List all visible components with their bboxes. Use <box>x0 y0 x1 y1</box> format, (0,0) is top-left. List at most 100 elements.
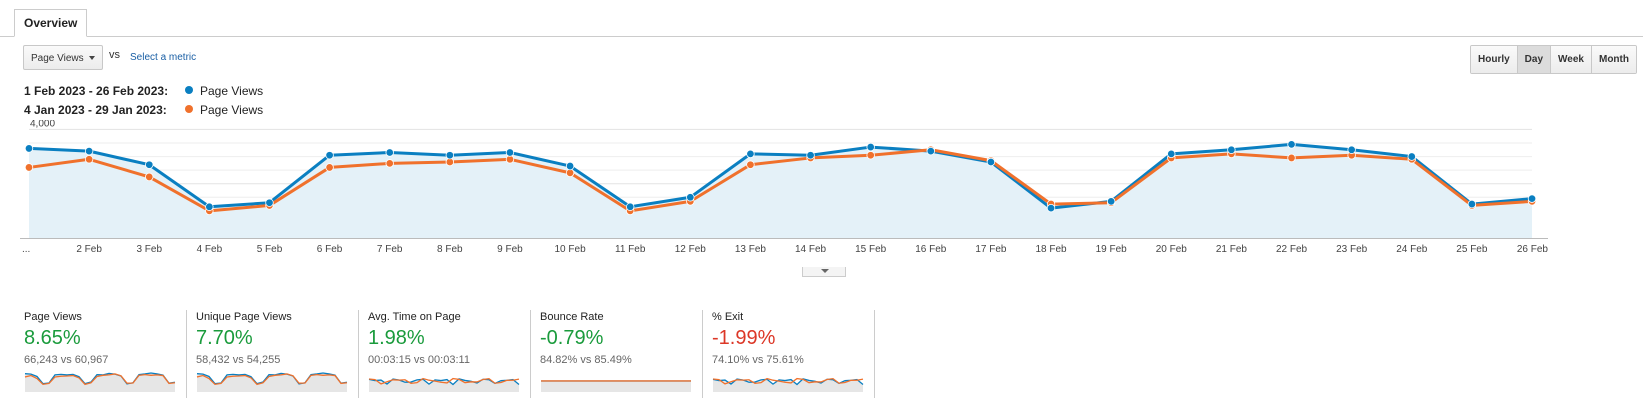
x-tick-label: 19 Feb <box>1096 244 1128 255</box>
x-tick-label: 15 Feb <box>855 244 887 255</box>
sparkline <box>24 372 176 392</box>
data-point-current <box>1347 145 1356 154</box>
granularity-week-button[interactable]: Week <box>1550 46 1591 73</box>
x-tick-label: 26 Feb <box>1517 244 1549 255</box>
data-point-current <box>1167 149 1176 159</box>
tab-bar: Overview <box>0 0 1643 37</box>
scorecard-change: 1.98% <box>368 327 425 349</box>
scorecard-change: -0.79% <box>540 327 604 349</box>
data-point-current <box>145 160 154 169</box>
scorecard-unique-page-views[interactable]: Unique Page Views 7.70% 58,432 vs 54,255 <box>187 310 359 398</box>
granularity-day-button[interactable]: Day <box>1516 46 1551 73</box>
data-point-current <box>565 161 575 171</box>
data-point-previous <box>145 172 154 182</box>
legend-dot-icon <box>185 105 193 113</box>
x-tick-label: 4 Feb <box>197 244 223 255</box>
data-point-current <box>626 202 635 211</box>
data-point-current <box>1407 152 1416 161</box>
scorecard-change: -1.99% <box>712 327 776 349</box>
legend-series-name: Page Views <box>200 103 264 117</box>
x-tick-label: 18 Feb <box>1035 244 1067 255</box>
x-tick-label: ... <box>22 244 30 255</box>
x-tick-label: 23 Feb <box>1336 244 1368 255</box>
data-point-previous <box>84 155 94 164</box>
data-point-previous <box>866 151 875 160</box>
scorecard-bounce-rate[interactable]: Bounce Rate -0.79% 84.82% vs 85.49% <box>531 310 703 398</box>
vs-label: vs <box>109 49 120 61</box>
primary-metric-label: Page Views <box>31 53 84 64</box>
data-point-current <box>385 148 394 157</box>
scorecard-title: Bounce Rate <box>540 311 604 323</box>
sparkline <box>712 377 864 392</box>
scorecard-page-views[interactable]: Page Views 8.65% 66,243 vs 60,967 <box>15 310 187 398</box>
x-tick-label: 6 Feb <box>317 244 343 255</box>
legend-date-range: 4 Jan 2023 - 29 Jan 2023: <box>24 103 167 117</box>
data-point-current <box>24 144 34 153</box>
tab-overview[interactable]: Overview <box>14 9 88 37</box>
x-tick-label: 22 Feb <box>1276 244 1308 255</box>
data-point-current <box>866 142 875 152</box>
x-tick-label: 5 Feb <box>257 244 283 255</box>
data-point-current <box>806 151 815 160</box>
data-point-current <box>1046 203 1056 213</box>
scorecard-title: Avg. Time on Page <box>368 311 461 323</box>
chart-collapse-handle[interactable] <box>802 267 846 277</box>
x-tick-label: 20 Feb <box>1156 244 1188 255</box>
legend-date-range: 1 Feb 2023 - 26 Feb 2023: <box>24 84 169 98</box>
x-tick-label: 24 Feb <box>1396 244 1428 255</box>
scorecard-row: Page Views 8.65% 66,243 vs 60,967 Unique… <box>15 310 875 398</box>
data-point-current <box>265 198 274 207</box>
chevron-down-icon <box>821 269 829 273</box>
data-point-current <box>1527 194 1537 203</box>
legend-series-name: Page Views <box>200 84 264 98</box>
scorecard-comparison: 00:03:15 vs 00:03:11 <box>368 354 470 366</box>
sparkline-area <box>369 378 519 392</box>
scorecard-comparison: 66,243 vs 60,967 <box>24 354 109 366</box>
sparkline-previous <box>24 373 176 386</box>
data-point-previous <box>1287 153 1296 163</box>
granularity-month-button[interactable]: Month <box>1590 46 1636 73</box>
data-point-current <box>1227 145 1236 154</box>
scorecard-exit-rate[interactable]: % Exit -1.99% 74.10% vs 75.61% <box>703 310 875 398</box>
sparkline-previous <box>368 377 520 385</box>
data-point-current <box>445 151 455 160</box>
x-tick-label: 14 Feb <box>795 244 827 255</box>
data-point-current <box>926 146 935 156</box>
data-point-previous <box>385 159 394 168</box>
x-tick-label: 11 Feb <box>615 244 646 255</box>
data-point-current <box>205 202 214 211</box>
sparkline-area <box>541 381 691 392</box>
x-tick-label: 7 Feb <box>377 244 403 255</box>
primary-metric-dropdown[interactable]: Page Views <box>23 45 103 70</box>
data-point-current <box>505 148 515 157</box>
data-point-previous <box>24 163 34 172</box>
sparkline <box>368 377 520 392</box>
x-tick-label: 17 Feb <box>975 244 1007 255</box>
scorecard-title: % Exit <box>712 311 744 323</box>
sparkline-previous <box>712 377 864 385</box>
x-tick-label: 9 Feb <box>497 244 523 255</box>
select-metric-link[interactable]: Select a metric <box>130 52 197 63</box>
data-point-current <box>325 151 334 160</box>
scorecard-change: 7.70% <box>196 327 253 349</box>
granularity-toggle: Hourly Day Week Month <box>1470 45 1637 74</box>
data-point-current <box>686 193 695 202</box>
data-point-current <box>1467 199 1477 209</box>
scorecard-change: 8.65% <box>24 327 81 349</box>
x-tick-label: 21 Feb <box>1216 244 1248 255</box>
x-tick-label: 25 Feb <box>1456 244 1488 255</box>
legend-dot-icon <box>185 86 193 94</box>
x-tick-label: 10 Feb <box>555 244 587 255</box>
data-point-current <box>1106 197 1116 206</box>
data-point-current <box>746 149 755 159</box>
scorecard-title: Page Views <box>24 311 82 323</box>
sparkline-previous <box>196 373 348 386</box>
data-point-previous <box>325 163 334 172</box>
granularity-hourly-button[interactable]: Hourly <box>1471 46 1517 73</box>
x-tick-label: 3 Feb <box>136 244 162 255</box>
sparkline <box>196 372 348 392</box>
sparkline <box>541 380 691 392</box>
x-tick-label: 2 Feb <box>76 244 102 255</box>
scorecard-avg-time-on-page[interactable]: Avg. Time on Page 1.98% 00:03:15 vs 00:0… <box>359 310 531 398</box>
x-tick-label: 8 Feb <box>437 244 463 255</box>
